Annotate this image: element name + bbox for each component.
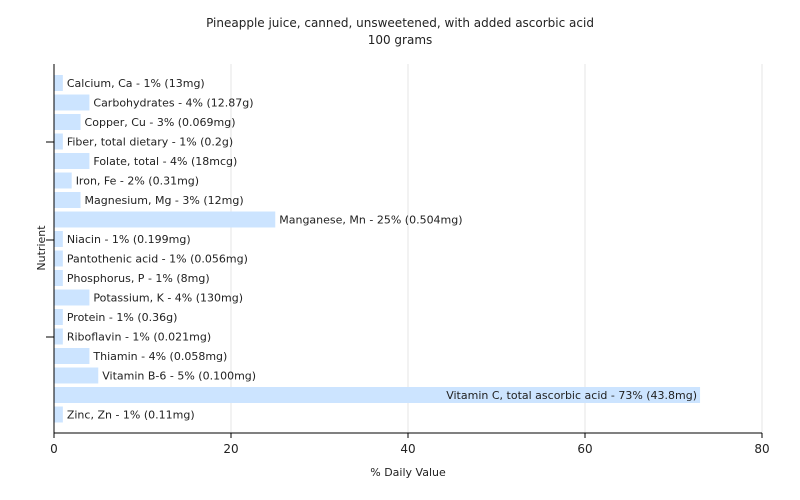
bar-10: [54, 270, 63, 286]
bar-label-14: Thiamin - 4% (0.058mg): [92, 350, 227, 363]
bars: Calcium, Ca - 1% (13mg) Carbohydrates - 4…: [54, 75, 701, 423]
bar-label-7: Manganese, Mn - 25% (0.504mg): [279, 214, 462, 227]
bar-15: [54, 367, 99, 384]
bar-label-0: Calcium, Ca - 1% (13mg): [67, 77, 205, 90]
bar-14: [54, 348, 90, 364]
bar-0: [54, 75, 63, 91]
bar-label-12: Protein - 1% (0.36g): [67, 311, 178, 324]
bar-12: [54, 309, 63, 325]
bar-17: [54, 406, 63, 423]
bar-7: [54, 211, 276, 228]
bar-2: [54, 114, 81, 130]
bar-label-15: Vitamin B-6 - 5% (0.100mg): [102, 370, 256, 383]
bar-5: [54, 172, 72, 189]
grid-lines: [230, 64, 763, 433]
bar-label-4: Folate, total - 4% (18mcg): [93, 155, 237, 168]
bar-label-17: Zinc, Zn - 1% (0.11mg): [67, 409, 195, 422]
bar-label-11: Potassium, K - 4% (130mg): [93, 292, 243, 305]
bar-16: [54, 387, 701, 403]
chart-title: Pineapple juice, canned, unsweetened, wi…: [206, 16, 594, 30]
x-tick-label-20: 20: [223, 442, 238, 456]
y-axis-label: Nutrient: [35, 225, 48, 271]
bar-label-2: Copper, Cu - 3% (0.069mg): [85, 116, 236, 129]
bar-label-5: Iron, Fe - 2% (0.31mg): [76, 175, 199, 188]
bar-label-1: Carbohydrates - 4% (12.87g): [93, 97, 253, 110]
axes: 0 20 40 60 80: [46, 64, 770, 456]
bar-label-13: Riboflavin - 1% (0.021mg): [67, 331, 211, 344]
bar-1: [54, 94, 90, 111]
bar-label-16: Vitamin C, total ascorbic acid - 73% (43…: [446, 389, 697, 402]
bar-label-6: Magnesium, Mg - 3% (12mg): [85, 194, 244, 207]
bar-label-9: Pantothenic acid - 1% (0.056mg): [67, 253, 248, 266]
bar-9: [54, 250, 63, 267]
chart-subtitle: 100 grams: [368, 33, 433, 47]
bar-8: [54, 231, 63, 247]
bar-13: [54, 328, 63, 345]
x-tick-label-80: 80: [754, 442, 769, 456]
x-axis-label: % Daily Value: [370, 466, 446, 479]
bar-label-8: Niacin - 1% (0.199mg): [67, 233, 191, 246]
bar-11: [54, 289, 90, 306]
x-tick-label-40: 40: [400, 442, 415, 456]
x-tick-label-60: 60: [577, 442, 592, 456]
bar-label-10: Phosphorus, P - 1% (8mg): [67, 272, 210, 285]
bar-label-3: Fiber, total dietary - 1% (0.2g): [67, 136, 233, 149]
bar-4: [54, 153, 90, 169]
bar-3: [54, 133, 63, 150]
x-tick-label-0: 0: [50, 442, 58, 456]
bar-6: [54, 192, 81, 208]
